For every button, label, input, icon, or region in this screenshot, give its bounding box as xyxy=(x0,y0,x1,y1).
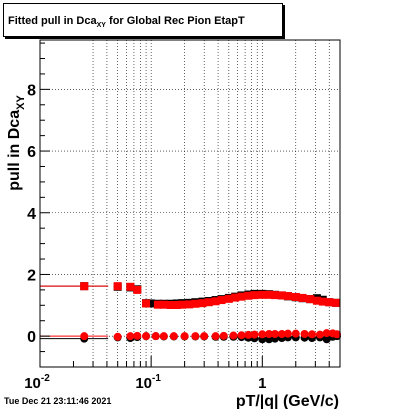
y-axis-label-main: pull in Dca xyxy=(6,110,23,191)
data-point xyxy=(244,330,253,339)
data-point xyxy=(169,332,178,341)
data-point xyxy=(270,291,279,300)
data-point xyxy=(166,300,175,309)
data-point xyxy=(308,330,317,339)
data-point xyxy=(258,330,267,339)
data-point xyxy=(312,296,321,305)
data-point xyxy=(80,282,89,291)
data-point xyxy=(142,299,151,308)
data-point xyxy=(147,299,156,308)
y-axis-label-sub: XY xyxy=(15,95,27,110)
data-point xyxy=(318,297,327,306)
chart-title-box: Fitted pull in DcaXY for Global Rec Pion… xyxy=(3,3,283,37)
data-point xyxy=(229,331,238,340)
data-series xyxy=(40,282,342,344)
data-point xyxy=(283,329,292,338)
data-point xyxy=(277,329,286,338)
data-point xyxy=(191,299,200,308)
data-point xyxy=(250,330,259,339)
data-point xyxy=(298,293,307,302)
data-point xyxy=(224,294,233,303)
data-point xyxy=(172,300,181,309)
y-tick-label: 4 xyxy=(27,206,36,223)
data-point xyxy=(219,331,228,340)
data-point xyxy=(133,331,142,340)
data-point xyxy=(231,293,240,302)
data-point xyxy=(178,300,187,309)
data-point xyxy=(185,300,194,309)
data-point xyxy=(291,292,300,301)
plot-frame xyxy=(39,39,341,368)
x-tick-label: 1 xyxy=(258,375,266,392)
data-point xyxy=(180,332,189,341)
data-point xyxy=(200,332,209,341)
chart-title-tail: for Global Rec Pion EtapT xyxy=(105,15,245,27)
data-point xyxy=(265,290,274,299)
grid-lines xyxy=(40,40,340,367)
tick-labels: 10-2 10-1 1 0 2 4 6 8 xyxy=(24,82,266,392)
y-tick-label: 8 xyxy=(27,82,36,99)
data-point xyxy=(300,329,309,338)
data-point xyxy=(159,332,168,341)
data-point xyxy=(211,332,220,341)
data-point xyxy=(291,329,300,338)
y-tick-label: 2 xyxy=(27,267,36,284)
timestamp: Tue Dec 21 23:11:46 2021 xyxy=(4,396,112,406)
x-axis-label: pT/|q| (GeV/c) xyxy=(236,393,339,409)
data-point xyxy=(283,292,292,301)
data-point xyxy=(217,296,226,305)
x-tick-label: 10-1 xyxy=(135,373,161,392)
y-axis-label: pull in DcaXY xyxy=(6,95,27,191)
series-red xyxy=(40,282,342,341)
data-point xyxy=(258,290,267,299)
data-point xyxy=(306,295,315,304)
data-point xyxy=(159,300,168,309)
data-point xyxy=(270,329,279,338)
x-tick-label: 10-2 xyxy=(24,373,50,392)
data-point xyxy=(244,291,253,300)
data-point xyxy=(80,332,89,341)
chart-title-sub: XY xyxy=(96,22,106,29)
data-point xyxy=(204,298,213,307)
y-tick-label: 0 xyxy=(27,329,36,346)
data-point xyxy=(126,332,135,341)
data-point xyxy=(133,285,142,294)
data-point xyxy=(325,298,334,307)
data-point xyxy=(142,332,151,341)
chart-title-main: Fitted pull in Dca xyxy=(8,15,97,27)
data-point xyxy=(191,332,200,341)
data-point xyxy=(198,299,207,308)
data-point xyxy=(126,282,135,291)
data-point xyxy=(237,292,246,301)
data-point xyxy=(211,297,220,306)
chart-title: Fitted pull in DcaXY for Global Rec Pion… xyxy=(8,15,245,29)
data-point xyxy=(153,300,162,309)
data-point xyxy=(322,329,331,338)
data-point xyxy=(331,298,340,307)
data-point xyxy=(151,332,160,341)
data-point xyxy=(315,330,324,339)
data-point xyxy=(265,329,274,338)
data-point xyxy=(333,330,342,339)
axis-ticks xyxy=(39,42,341,368)
data-point xyxy=(250,291,259,300)
data-point xyxy=(113,332,122,341)
data-point xyxy=(113,282,122,291)
plot-frame-rect xyxy=(39,39,341,368)
data-point xyxy=(277,291,286,300)
data-point xyxy=(237,331,246,340)
y-tick-label: 6 xyxy=(27,144,36,161)
